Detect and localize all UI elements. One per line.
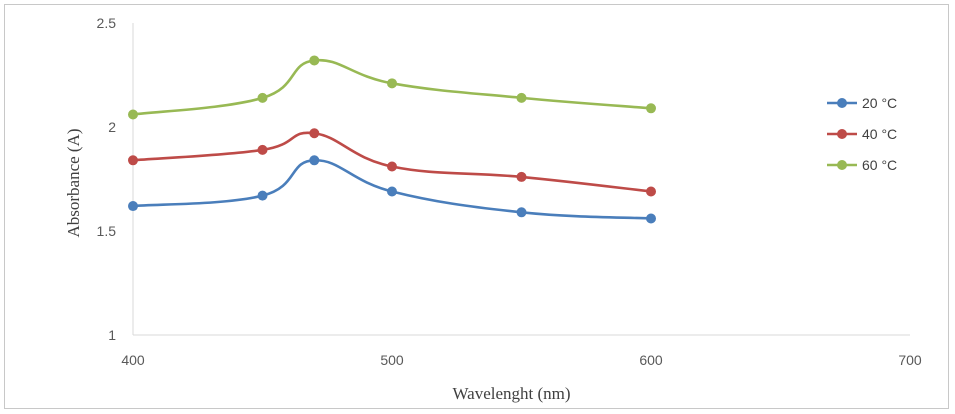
- legend-item: 20 °C: [827, 95, 897, 111]
- y-tick-label: 2.5: [97, 15, 117, 31]
- data-point: [257, 190, 268, 201]
- data-point: [646, 186, 656, 197]
- series-line: [132, 158, 652, 220]
- data-point: [257, 92, 268, 103]
- data-point: [257, 144, 268, 155]
- legend-label: 60 °C: [862, 157, 897, 173]
- legend-swatch-marker: [837, 129, 847, 139]
- data-point: [516, 207, 527, 218]
- data-point: [309, 155, 320, 166]
- line-chart: 400 500 600 700 1 1.5 2 2.5 Wavelenght (nm) Ab…: [64, 15, 922, 403]
- series-3: [128, 55, 656, 120]
- legend-label: 40 °C: [862, 126, 897, 142]
- data-point: [516, 92, 527, 103]
- data-point: [387, 161, 397, 172]
- x-tick-label: 700: [898, 352, 922, 368]
- series-layer: [128, 55, 656, 224]
- data-point: [309, 55, 320, 66]
- legend-swatch-marker: [837, 98, 847, 108]
- series-line: [132, 131, 652, 193]
- x-tick-label: 600: [639, 352, 663, 368]
- series-2: [128, 128, 656, 197]
- y-tick-label: 1: [108, 327, 116, 343]
- chart-frame: 400 500 600 700 1 1.5 2 2.5 Wavelenght (nm) Ab…: [4, 4, 949, 409]
- x-tick-label: 400: [121, 352, 145, 368]
- data-point: [516, 171, 527, 182]
- y-axis-title: Absorbance (A): [64, 128, 83, 237]
- data-point: [128, 109, 138, 120]
- legend: 20 °C 40 °C 60 °C: [827, 95, 897, 173]
- x-tick-labels: 400 500 600 700: [121, 352, 922, 368]
- data-point: [646, 213, 656, 224]
- data-point: [387, 186, 397, 197]
- data-point: [387, 78, 397, 89]
- data-point: [128, 155, 138, 166]
- legend-swatch-marker: [837, 160, 847, 170]
- data-point: [128, 201, 138, 212]
- y-tick-label: 2: [108, 119, 116, 135]
- legend-item: 40 °C: [827, 126, 897, 142]
- series-line: [132, 58, 652, 116]
- x-axis-title: Wavelenght (nm): [452, 384, 570, 403]
- data-point: [646, 103, 656, 114]
- legend-label: 20 °C: [862, 95, 897, 111]
- series-1: [128, 155, 656, 224]
- y-tick-label: 1.5: [97, 223, 117, 239]
- y-tick-labels: 1 1.5 2 2.5: [97, 15, 117, 343]
- x-tick-label: 500: [380, 352, 404, 368]
- legend-item: 60 °C: [827, 157, 897, 173]
- data-point: [309, 128, 320, 139]
